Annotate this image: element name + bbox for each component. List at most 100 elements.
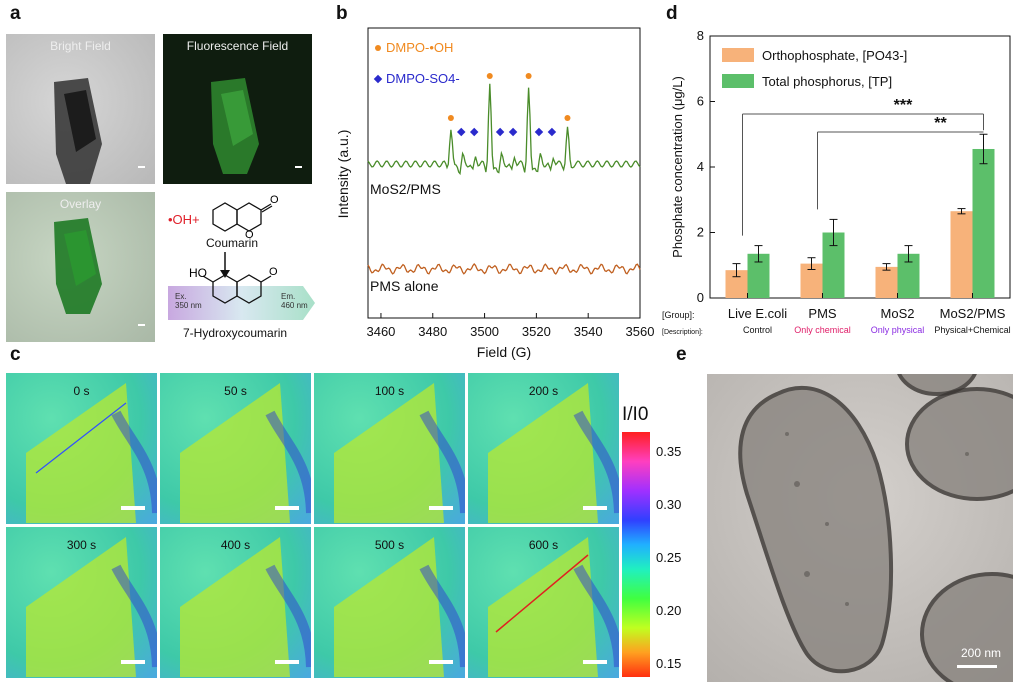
time-lapse-frame: 400 s [160,527,311,678]
epr-x-tick-label: 3560 [626,324,655,339]
category-label: PMS [808,306,837,321]
chart-y-axis-label: Phosphate concentration (μg/L) [670,76,685,258]
chart-y-tick-label: 4 [697,159,704,174]
group-row-label: [Group]: [662,310,695,320]
category-label: MoS2/PMS [940,306,1006,321]
panel-e-label: e [676,344,687,365]
time-lapse-frame: 0 s [6,373,157,524]
time-label: 50 s [224,384,247,398]
oh-peak-marker [447,115,454,121]
time-label: 200 s [528,384,559,398]
coumarin-ring-o: O [245,229,254,241]
tile-scale-bar [583,506,607,510]
reaction-scheme: •OH+ O O Coumarin HO O Ex. 350 nm Em. 460 … [163,190,323,345]
time-lapse-frame: 600 s [468,527,619,678]
chart-y-ticks: 0 2 4 6 8 [697,28,715,305]
chart-bar [875,266,898,298]
time-lapse-frame: 200 s [468,373,619,524]
so4-peak-marker [547,127,557,137]
tile-scale-bar [275,506,299,510]
panel-c-label: c [10,344,21,365]
chart-legend: Orthophosphate, [PO43-] Total phosphorus,… [722,48,907,89]
legend-oh-label: DMPO-•OH [386,40,453,55]
description-row-label: [Description]: [662,329,703,336]
tem-scale-label: 200 nm [960,646,1001,660]
so4-peak-marker [534,127,544,137]
chart-bars [725,133,995,298]
excitation-label: Ex. 350 nm [175,292,202,310]
bright-field-image: Bright Field [6,34,155,184]
time-lapse-frame: 50 s [160,373,311,524]
category-description: Only chemical [794,325,851,335]
tile-scale-bar [121,660,145,664]
time-lapse-frame: 300 s [6,527,157,678]
epr-y-axis-label: Intensity (a.u.) [335,130,351,219]
chart-categories: Live E.coli Control PMS Only chemical MoS2 On… [728,293,1011,335]
tem-image: 200 nm [707,374,1013,682]
oh-peak-marker [564,115,571,121]
so4-peak-marker [457,127,466,137]
trace-pms-alone [367,263,641,275]
overlay-image: Overlay [6,192,155,342]
legend-oh-marker [375,45,381,51]
chart-y-tick-label: 2 [697,225,704,240]
coumarin-structure-icon [168,202,315,320]
colorbar-tick-label: 0.25 [656,550,682,565]
coumarin-label: Coumarin [206,236,259,250]
chart-y-tick-label: 6 [697,94,704,109]
tile-scale-bar [429,660,453,664]
product-carbonyl-o: O [269,266,278,278]
epr-x-tick-label: 3540 [574,324,603,339]
legend-so4-label: DMPO-SO4- [386,71,460,86]
hydroxy-label: HO [189,266,207,280]
time-lapse-frame: 100 s [314,373,465,524]
tem-scale-bar [957,665,997,668]
epr-x-tick-label: 3480 [418,324,447,339]
chart-y-tick-label: 8 [697,28,704,43]
colorbar-tick-label: 0.35 [656,444,682,459]
tile-scale-bar [583,660,607,664]
chart-bar [972,148,995,298]
chart-bar [897,253,920,298]
panel-a-label: a [10,3,21,24]
coumarin-carbonyl-o: O [270,194,279,206]
oh-radical-label: •OH+ [168,212,200,227]
chart-bar [725,270,748,298]
oh-peak-marker [525,73,532,79]
epr-x-tick-label: 3500 [470,324,499,339]
colorbar-tick-label: 0.20 [656,603,682,618]
colorbar-tick-label: 0.15 [656,656,682,671]
time-label: 0 s [73,384,90,398]
colorbar-tick-label: 0.30 [656,497,682,512]
legend-label: Orthophosphate, [PO43-] [762,48,907,63]
tile-scale-bar [275,660,299,664]
oh-peak-marker [486,73,493,79]
legend-label: Total phosphorus, [TP] [762,74,892,89]
chart-bar [822,232,845,298]
panel-b-label: b [336,3,348,24]
legend-so4-marker [373,74,383,84]
tile-scale-bar [429,506,453,510]
product-label: 7-Hydroxycoumarin [183,326,288,340]
fluorescence-field-title: Fluorescence Field [186,39,289,53]
time-label: 500 s [374,538,405,552]
category-label: MoS2 [881,306,915,321]
fluorescence-field-image: Fluorescence Field [163,34,312,184]
intensity-colorbar [622,432,650,677]
panel-d-label: d [666,3,678,24]
tile-scale-bar [121,506,145,510]
chart-bar [800,263,823,298]
time-label: 100 s [374,384,405,398]
category-description: Only physical [871,325,925,335]
epr-x-tick-label: 3520 [522,324,551,339]
epr-x-tick-label: 3460 [366,324,395,339]
trace-bottom-label: PMS alone [370,278,439,294]
overlay-title: Overlay [59,197,102,211]
epr-spectrum: 3460 3480 3500 3520 3540 3560 DMPO-•OH DMPO-S… [335,27,654,360]
significance-mark: *** [894,97,913,114]
epr-x-ticks: 3460 3480 3500 3520 3540 3560 [366,313,654,339]
significance-brackets: ***** [742,97,984,236]
emission-label: Em. 460 nm [281,292,308,310]
trace-top-label: MoS2/PMS [370,181,441,197]
